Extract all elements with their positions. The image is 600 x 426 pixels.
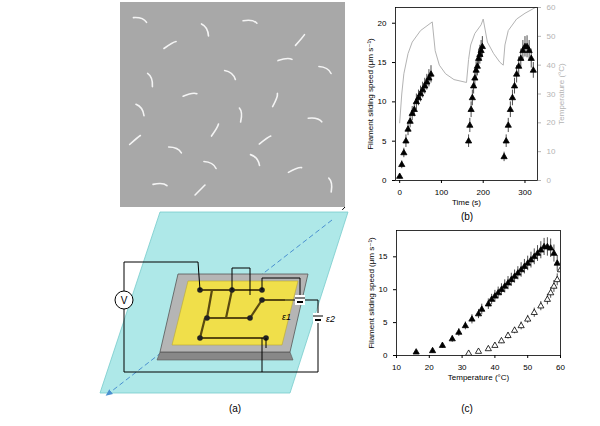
svg-text:50: 50 [547,32,556,41]
svg-text:ε1: ε1 [282,312,291,322]
svg-text:5: 5 [383,318,388,327]
svg-text:0: 0 [547,176,552,185]
svg-text:0: 0 [383,351,388,360]
svg-text:5: 5 [382,137,387,146]
svg-text:10: 10 [379,285,388,294]
svg-text:30: 30 [547,90,556,99]
svg-text:Time (s): Time (s) [452,198,481,207]
svg-text:0: 0 [397,188,402,197]
svg-text:0: 0 [382,176,387,185]
html-text:(b): (b) [460,211,474,222]
svg-text:40: 40 [547,61,556,70]
svg-text:40: 40 [490,363,499,372]
svg-text:Temperature (°C): Temperature (°C) [448,373,510,382]
svg-text:ε2: ε2 [326,314,335,324]
svg-text:15: 15 [378,58,387,67]
svg-text:15: 15 [379,252,388,261]
svg-text:60: 60 [547,3,556,12]
svg-text:20: 20 [425,363,434,372]
html-text:(c): (c) [461,403,473,414]
svg-text:Filament sliding speed (μm s⁻¹: Filament sliding speed (μm s⁻¹) [366,38,375,150]
svg-text:10: 10 [547,147,556,156]
svg-text:10: 10 [392,363,401,372]
svg-text:300: 300 [518,188,532,197]
svg-text:30: 30 [458,363,467,372]
svg-text:60: 60 [556,363,565,372]
svg-text:V: V [121,295,128,306]
svg-text:100: 100 [435,188,449,197]
svg-text:200: 200 [477,188,491,197]
svg-text:(a): (a) [229,403,241,414]
svg-text:20: 20 [378,19,387,28]
svg-text:Temperature (°C): Temperature (°C) [557,63,566,125]
svg-text:20: 20 [547,118,556,127]
svg-text:50: 50 [523,363,532,372]
svg-text:10: 10 [378,97,387,106]
svg-text:Filament sliding speed (μm s⁻¹: Filament sliding speed (μm s⁻¹) [367,237,376,349]
